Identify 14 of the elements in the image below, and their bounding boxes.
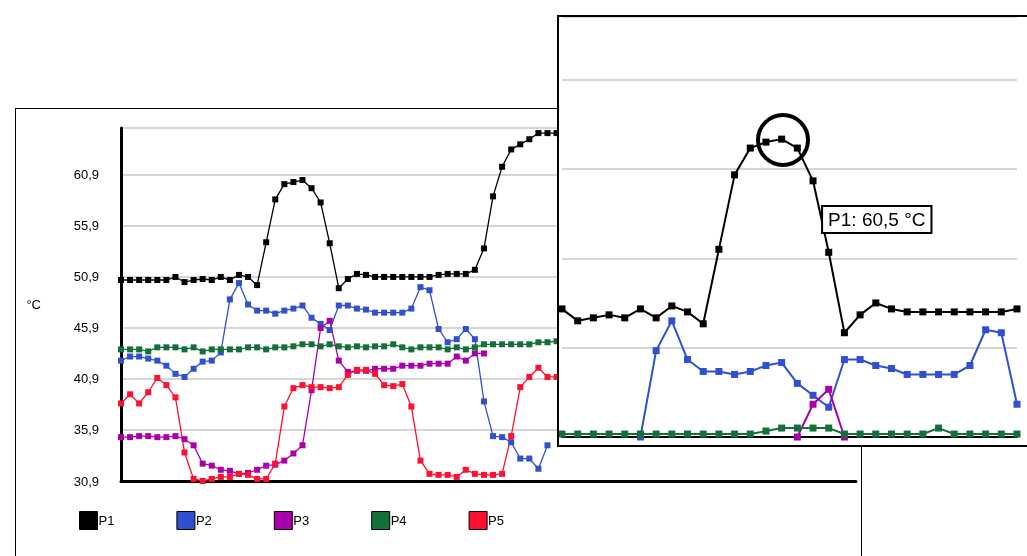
legend-label: P2 [195,513,212,528]
y-tick-label: 50,9 [73,269,99,285]
legend-label: P1 [98,513,115,528]
y-axis-title: °C [26,297,41,312]
y-tick-label: 60,9 [73,167,99,183]
legend-label: P3 [293,513,310,528]
y-tick-label: 45,9 [73,320,99,336]
legend-label: P5 [488,513,505,528]
annotation: P1: 60,5 °C [828,209,926,230]
y-tick-label: 40,9 [73,371,99,387]
y-tick-label: 55,9 [73,218,99,234]
legend-label: P4 [390,513,407,528]
y-tick-label: 30,9 [73,473,99,489]
y-tick-label: 35,9 [73,422,99,438]
